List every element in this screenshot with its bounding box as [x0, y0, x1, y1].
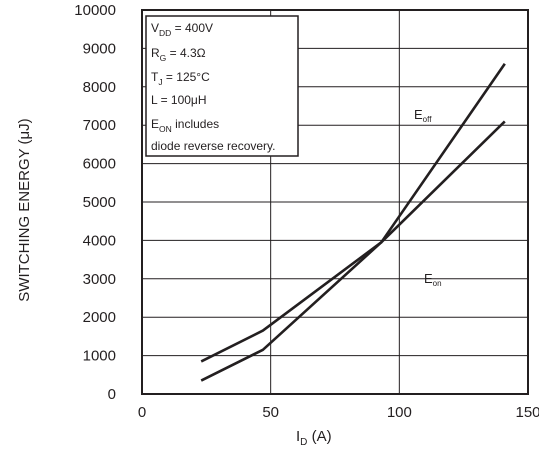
condition-line: TJ = 125°C	[151, 70, 210, 87]
x-tick-label: 150	[515, 404, 539, 421]
series-label-eoff: Eoff	[414, 107, 432, 124]
y-tick-label: 1000	[83, 348, 116, 365]
y-axis-title: SWITCHING ENERGY (μJ)	[16, 118, 33, 301]
y-tick-label: 0	[108, 386, 116, 403]
y-tick-label: 8000	[83, 79, 116, 96]
series-line-eon	[200, 120, 506, 363]
series-lines	[200, 63, 506, 382]
condition-line: EON includes	[151, 117, 219, 134]
conditions-box	[145, 15, 299, 157]
x-tick-labels: 0 50 100 150	[138, 404, 539, 421]
series-label-eon: Eon	[424, 271, 442, 288]
plot-frame	[141, 9, 529, 395]
condition-line: VDD = 400V	[151, 21, 213, 38]
x-tick-label: 100	[387, 404, 412, 421]
condition-line: L = 100μH	[151, 93, 207, 107]
x-axis-title: ID (A)	[296, 428, 332, 448]
y-tick-label: 5000	[83, 194, 116, 211]
y-tick-label: 6000	[83, 156, 116, 173]
y-tick-label: 7000	[83, 117, 116, 134]
y-tick-labels: 0 1000 2000 3000 4000 5000 6000 7000 8000 9000 100…	[74, 2, 116, 403]
condition-line: diode reverse recovery.	[151, 139, 276, 153]
series-line-eoff	[200, 63, 506, 382]
y-tick-label: 3000	[83, 271, 116, 288]
condition-line: RG = 4.3Ω	[151, 46, 206, 63]
y-tick-label: 2000	[83, 309, 116, 326]
x-tick-label: 0	[138, 404, 146, 421]
x-tick-label: 50	[262, 404, 279, 421]
conditions-text: VDD = 400V RG = 4.3Ω TJ = 125°C L = 100μH EO…	[151, 21, 276, 153]
y-tick-label: 9000	[83, 40, 116, 57]
y-tick-label: 10000	[74, 2, 116, 19]
y-tick-label: 4000	[83, 232, 116, 249]
